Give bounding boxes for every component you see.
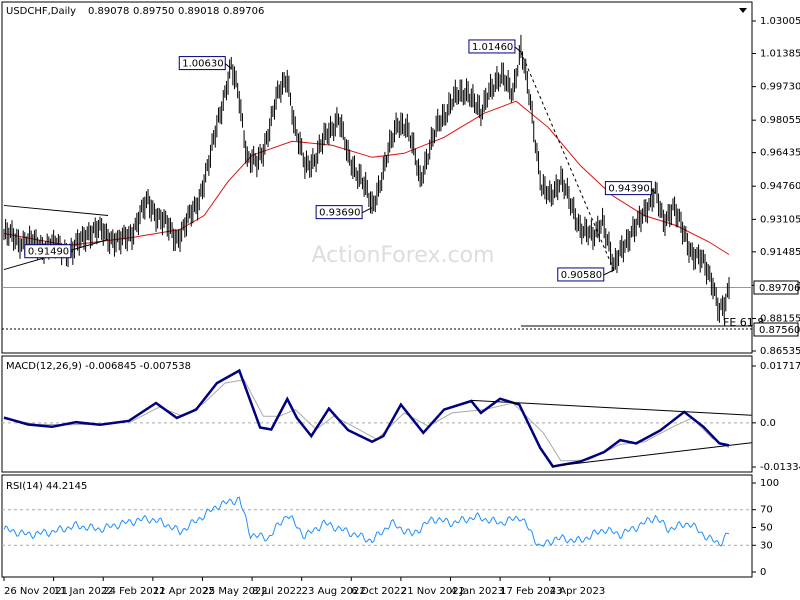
- level-pointer: [361, 207, 373, 214]
- collapse-arrow-icon[interactable]: [739, 8, 747, 13]
- time-tick-label: 23 Aug 2022: [302, 586, 366, 597]
- time-tick-label: 8 Jul 2022: [252, 586, 302, 597]
- price-tick-label: 0.99730: [760, 82, 800, 93]
- price-tick-label: 0.91485: [760, 247, 800, 258]
- level-label: 0.93690: [319, 208, 360, 219]
- macd-line: [3, 368, 730, 468]
- time-tick-label: 4 Apr 2023: [550, 586, 605, 597]
- level-pointer: [514, 46, 522, 53]
- rsi-line: [3, 496, 730, 547]
- moving-average-line: [3, 100, 730, 255]
- pane-frames: [1, 1, 753, 578]
- price-tick-label: 0.98055: [760, 115, 800, 126]
- rsi-tick-label: 100: [760, 478, 779, 489]
- macd-trend-line: [471, 399, 752, 416]
- price-tick-label: 0.86535: [760, 346, 800, 357]
- level-label: 0.94390: [608, 184, 649, 195]
- rsi-layer: [2, 496, 752, 547]
- macd-tick-label: 0.0: [760, 418, 776, 429]
- axis-layer: 1.03005 1.01385 0.99730 0.98055 0.96435 0.947…: [3, 16, 800, 597]
- price-tick-label: 0.88155: [760, 314, 800, 325]
- level-pointer: [650, 188, 656, 194]
- macd-label: MACD(12,26,9) -0.006845 -0.007538: [6, 361, 191, 372]
- ohlc-open: 0.89078: [88, 6, 129, 17]
- macd-signal-line: [3, 379, 730, 462]
- moving-average-layer: [3, 100, 730, 255]
- level-label-box: [604, 181, 652, 196]
- grid-layer: [2, 286, 752, 330]
- time-tick-label: 21 Nov 2022: [401, 586, 465, 597]
- macd-tick-label: -0.01334: [760, 462, 800, 473]
- time-tick-label: 24 Feb 2022: [103, 586, 165, 597]
- level-label: 0.90580: [561, 270, 602, 281]
- time-tick-label: 25 May 2022: [202, 586, 267, 597]
- price-trend-line: [3, 204, 109, 216]
- level-pointer: [603, 269, 614, 276]
- price-pane-frame: [1, 1, 753, 354]
- time-tick-label: 6 Oct 2022: [351, 586, 406, 597]
- rsi-tick-label: 0: [760, 567, 766, 578]
- rsi-tick-label: 30: [760, 540, 773, 551]
- level-label: 0.91490: [28, 247, 69, 258]
- level-label: 1.00630: [182, 59, 223, 70]
- level-label-box: [178, 56, 226, 71]
- time-tick-label: 17 Feb 2023: [500, 586, 562, 597]
- price-tick-label: 0.96435: [760, 148, 800, 159]
- time-tick-label: 11 Jan 2022: [54, 586, 114, 597]
- ohlc-low: 0.89018: [178, 6, 219, 17]
- level-label-box: [468, 39, 516, 54]
- time-tick-label: 4 Jan 2023: [451, 586, 505, 597]
- target-price-label: 0.87560: [759, 325, 800, 336]
- price-tick-label: 0.93105: [760, 214, 800, 225]
- chart-title: USDCHF,Daily: [6, 6, 76, 17]
- rsi-label: RSI(14) 44.2145: [6, 481, 87, 492]
- current-price-box: [753, 280, 799, 295]
- macd-layer: [2, 368, 752, 468]
- ohlc-high: 0.89750: [133, 6, 174, 17]
- current-price-label: 0.89706: [759, 283, 800, 294]
- time-tick-label: 11 Apr 2022: [153, 586, 215, 597]
- ohlc-close: 0.89706: [223, 6, 264, 17]
- rsi-tick-label: 70: [760, 505, 773, 516]
- price-tick-label: 0.94760: [760, 181, 800, 192]
- macd-trend-line: [552, 442, 752, 467]
- rsi-tick-label: 50: [760, 523, 773, 534]
- rsi-pane-frame: [1, 474, 753, 578]
- price-tick-label: 1.01385: [760, 48, 800, 59]
- macd-tick-label: 0.017176: [760, 361, 800, 372]
- price-tick-label: 1.03005: [760, 16, 800, 27]
- time-tick-label: 26 Nov 2021: [4, 586, 68, 597]
- macd-pane-frame: [1, 355, 753, 473]
- level-pointer: [224, 63, 232, 69]
- level-label: 1.01460: [472, 42, 513, 53]
- watermark-text: ActionForex.com: [312, 243, 495, 268]
- target-price-box: [753, 322, 799, 337]
- price-layer: [3, 34, 730, 323]
- level-label-layer: 1.00630 1.01460 0.93690 0.90580 0.94390 0.914…: [24, 39, 656, 282]
